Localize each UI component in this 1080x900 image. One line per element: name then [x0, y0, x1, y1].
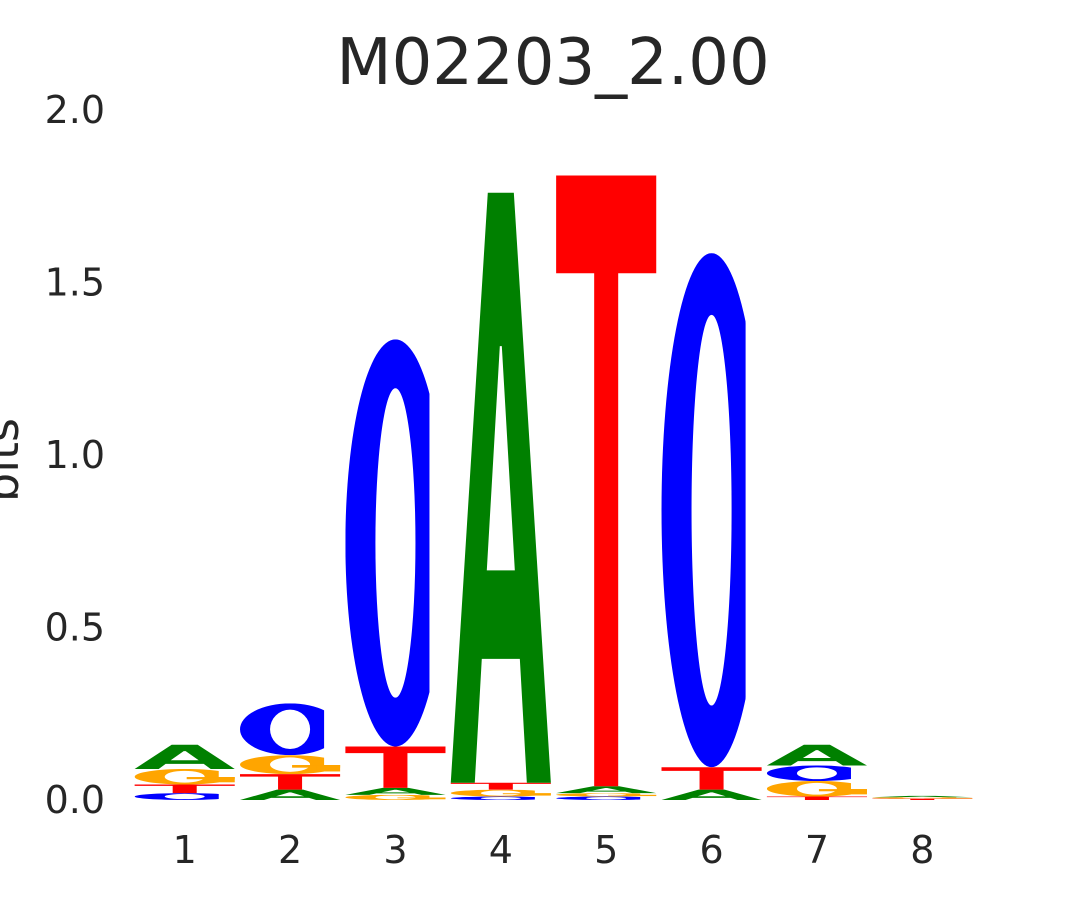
letter-c [240, 703, 325, 756]
y-tick-label: 1.5 [45, 261, 105, 305]
letter-t [766, 796, 867, 800]
letter-c [450, 796, 535, 800]
letter-t [450, 782, 551, 790]
y-tick-label: 1.0 [45, 433, 105, 477]
letter-c [345, 339, 430, 747]
x-tick-label: 5 [594, 828, 618, 872]
logo-column [450, 192, 551, 800]
letter-g [872, 797, 973, 799]
y-axis-label: bits [0, 418, 29, 502]
letter-a [766, 744, 867, 766]
x-tick-label: 3 [383, 828, 407, 872]
letter-a [240, 789, 341, 800]
y-tick-label: 2.0 [45, 88, 105, 132]
letter-c [134, 793, 219, 800]
letter-g [345, 794, 446, 800]
logo-column [872, 795, 973, 800]
y-tick-label: 0.0 [45, 778, 105, 822]
x-tick-label: 8 [910, 828, 934, 872]
x-tick-label: 2 [278, 828, 302, 872]
letter-t [240, 774, 341, 790]
letter-a [345, 787, 446, 795]
letter-g [240, 755, 341, 775]
letter-c [556, 796, 641, 800]
logo-column [556, 175, 657, 800]
letter-g [556, 793, 657, 797]
letter-c [661, 253, 746, 768]
x-tick-label: 4 [489, 828, 513, 872]
letter-a [872, 795, 973, 798]
letter-g [766, 781, 867, 797]
x-tick-label: 1 [173, 828, 197, 872]
letter-g [450, 789, 551, 797]
letter-t [872, 798, 973, 800]
letter-t [661, 767, 762, 790]
logo-column [345, 339, 446, 800]
letter-t [556, 175, 657, 787]
letter-g [134, 768, 235, 785]
chart-title: M02203_2.00 [336, 26, 769, 100]
logo-column [661, 253, 762, 800]
letter-stacks [134, 175, 973, 800]
y-tick-label: 0.5 [45, 606, 105, 650]
logo-column [766, 744, 867, 800]
letter-a [134, 744, 235, 769]
y-axis-ticks: 0.0 0.5 1.0 1.5 2.0 [45, 88, 105, 822]
letter-a [661, 789, 762, 800]
letter-a [556, 786, 657, 794]
logo-column [134, 744, 235, 800]
x-axis-ticks: 1 2 3 4 5 6 7 8 [173, 828, 935, 872]
letter-a [450, 192, 551, 783]
letter-t [345, 746, 446, 788]
letter-c [766, 765, 851, 781]
logo-column [240, 703, 341, 800]
letter-t [134, 784, 235, 794]
x-tick-label: 7 [805, 828, 829, 872]
x-tick-label: 6 [699, 828, 723, 872]
